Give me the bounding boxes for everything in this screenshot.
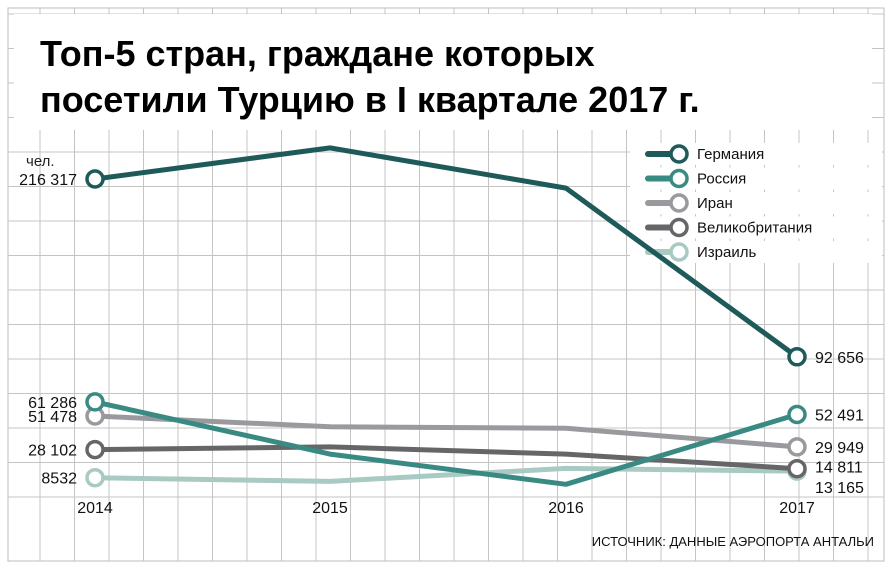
start-value-label: 28 102 — [28, 443, 77, 460]
end-value-label: 14 811 — [815, 460, 863, 477]
chart-title-line-2: посетили Турцию в I квартале 2017 г. — [40, 79, 700, 120]
start-value-label: 51 478 — [28, 409, 77, 426]
legend-label: Германия — [697, 146, 764, 163]
chart-title-line-1: Топ-5 стран, граждане которых — [40, 33, 595, 74]
start-value-label: 8532 — [41, 471, 77, 488]
x-tick-label: 2016 — [548, 500, 584, 517]
chart-frame — [7, 7, 885, 562]
legend-label: Израиль — [697, 244, 756, 261]
series-line — [92, 444, 800, 472]
series-lines — [85, 145, 807, 488]
legend-label: Россия — [697, 171, 746, 188]
legend-label: Великобритания — [697, 220, 812, 237]
series-line — [92, 413, 800, 450]
legend-swatch-marker — [669, 217, 689, 238]
series-line — [92, 145, 800, 360]
legend-item-bg — [630, 241, 882, 263]
start-value-label: 61 286 — [28, 395, 77, 412]
legend-item-bg — [630, 192, 882, 214]
legend-swatch-marker — [669, 193, 689, 213]
series-endpoint-marker — [787, 347, 807, 367]
series-endpoint-marker — [85, 467, 105, 488]
series-endpoint-marker — [85, 439, 105, 460]
series-line — [92, 399, 800, 487]
end-value-label: 52 491 — [815, 408, 864, 425]
x-tick-label: 2015 — [312, 500, 348, 517]
legend-swatch-marker — [669, 242, 689, 262]
legend-item-bg — [630, 143, 882, 165]
legend-label: Иран — [697, 195, 733, 212]
source-note: ИСТОЧНИК: ДАННЫЕ АЭРОПОРТА АНТАЛЬИ — [592, 534, 874, 549]
series-endpoint-marker — [787, 404, 807, 425]
legend-swatch-marker — [669, 168, 689, 189]
series-endpoint-marker — [85, 392, 105, 412]
legend: Германия Россия Иран Великобритания Израиль — [630, 143, 882, 263]
x-tick-label: 2017 — [779, 500, 815, 517]
end-value-label: 29 949 — [815, 440, 864, 457]
legend-item-bg — [630, 216, 882, 239]
data-labels: 216 317 92 656 61 286 52 491 51 478 29 949 28 … — [19, 172, 864, 497]
series-endpoint-marker — [787, 458, 807, 479]
y-axis-unit-label: чел. — [26, 153, 55, 170]
end-value-label: 13 165 — [815, 480, 864, 497]
legend-item-bg — [630, 167, 882, 190]
start-value-label: 216 317 — [19, 172, 77, 189]
series-endpoint-marker — [787, 437, 807, 457]
legend-swatch-marker — [669, 144, 689, 164]
title-box — [14, 14, 872, 130]
series-line — [92, 465, 800, 484]
x-tick-label: 2014 — [77, 500, 113, 517]
series-endpoint-marker — [85, 169, 105, 189]
end-value-label: 92 656 — [815, 350, 864, 367]
x-axis-ticks: 2014 2015 2016 2017 — [77, 500, 815, 517]
